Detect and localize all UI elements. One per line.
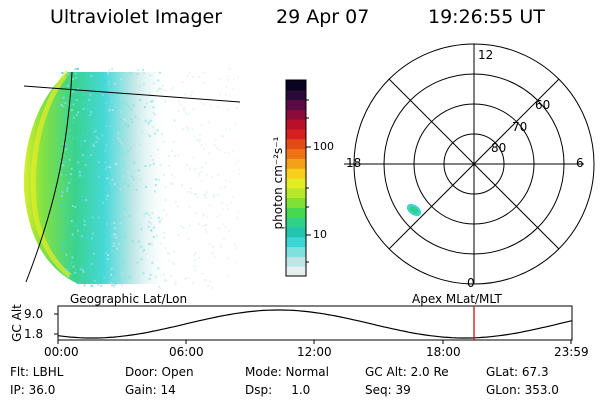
colorbar-segment xyxy=(286,266,306,277)
colorbar-segment xyxy=(286,99,306,110)
altitude-xtick-1800: 18:00 xyxy=(426,345,461,359)
altitude-ytick-min: 1.8 xyxy=(24,327,44,341)
polar-aurora-patch xyxy=(406,203,422,217)
mlt-label-0: 0 xyxy=(467,276,475,290)
mlt-label-6: 6 xyxy=(576,156,584,170)
colorbar-segment xyxy=(286,89,306,101)
info-seq: Seq: 39 xyxy=(365,383,411,397)
mlt-label-12: 12 xyxy=(478,48,494,62)
colorbar-frame xyxy=(285,79,307,277)
colorbar-segment xyxy=(286,187,306,199)
colorbar-segment xyxy=(286,109,306,120)
colorbar-segment xyxy=(286,178,306,189)
altitude-plot-frame xyxy=(57,305,573,341)
colorbar-segment xyxy=(286,236,306,248)
mlat-label-60: 60 xyxy=(535,98,551,112)
altitude-xtick-0600: 06:00 xyxy=(169,345,204,359)
altitude-curve xyxy=(57,309,573,339)
info-gc-alt: GC Alt: 2.0 Re xyxy=(365,365,449,379)
info-ip: IP: 36.0 xyxy=(10,383,56,397)
colorbar-segment xyxy=(286,246,306,257)
info-gain: Gain: 14 xyxy=(125,383,176,397)
altitude-plot xyxy=(54,305,573,344)
colorbar-label: photon cm⁻²s⁻¹ xyxy=(271,136,285,230)
altitude-xticks xyxy=(57,340,572,344)
info-glon: GLon: 353.0 xyxy=(486,383,559,397)
colorbar-segment xyxy=(286,80,306,91)
altitude-ytick-max: 9.0 xyxy=(24,307,44,321)
mlat-label-80: 80 xyxy=(491,141,507,155)
longitude-line xyxy=(25,71,73,283)
altitude-right-title: Apex MLat/MLT xyxy=(412,292,502,306)
altitude-left-title: Geographic Lat/Lon xyxy=(70,292,188,306)
altitude-xtick-1200: 12:00 xyxy=(297,345,332,359)
colorbar-segment xyxy=(286,197,306,208)
colorbar-segment xyxy=(286,138,306,150)
altitude-xtick-2359: 23:59 xyxy=(554,345,589,359)
colorbar-ticks xyxy=(306,99,311,263)
info-filter: Flt: LBHL xyxy=(10,365,64,379)
colorbar-segment xyxy=(286,227,306,238)
colorbar-segment xyxy=(286,119,306,130)
info-dsp: Dsp: 1.0 xyxy=(245,383,311,397)
colorbar-segment xyxy=(286,168,306,179)
mlat-label-70: 70 xyxy=(512,120,528,134)
colorbar-segment xyxy=(286,207,306,218)
info-mode: Mode: Normal xyxy=(245,365,329,379)
info-door: Door: Open xyxy=(125,365,194,379)
altitude-xtick-0000: 00:00 xyxy=(44,345,79,359)
aurora-speckle xyxy=(60,68,241,289)
colorbar xyxy=(286,80,306,277)
colorbar-segment xyxy=(286,256,306,267)
colorbar-segment xyxy=(286,158,306,169)
latitude-line xyxy=(23,85,241,103)
colorbar-segment xyxy=(286,217,306,228)
mlt-label-18: 18 xyxy=(346,156,362,170)
altitude-ylabel: GC Alt xyxy=(10,304,24,342)
image-time: 19:26:55 UT xyxy=(428,6,545,28)
colorbar-segment xyxy=(286,148,306,159)
colorbar-tick-10: 10 xyxy=(313,228,327,241)
polar-diagonal-2 xyxy=(388,78,560,250)
colorbar-segment xyxy=(286,129,306,140)
polar-plot xyxy=(344,43,595,285)
colorbar-tick-100: 100 xyxy=(313,140,334,153)
auroral-image xyxy=(23,68,241,289)
image-date: 29 Apr 07 xyxy=(276,6,370,28)
instrument-title: Ultraviolet Imager xyxy=(50,6,223,28)
info-glat: GLat: 67.3 xyxy=(486,365,549,379)
